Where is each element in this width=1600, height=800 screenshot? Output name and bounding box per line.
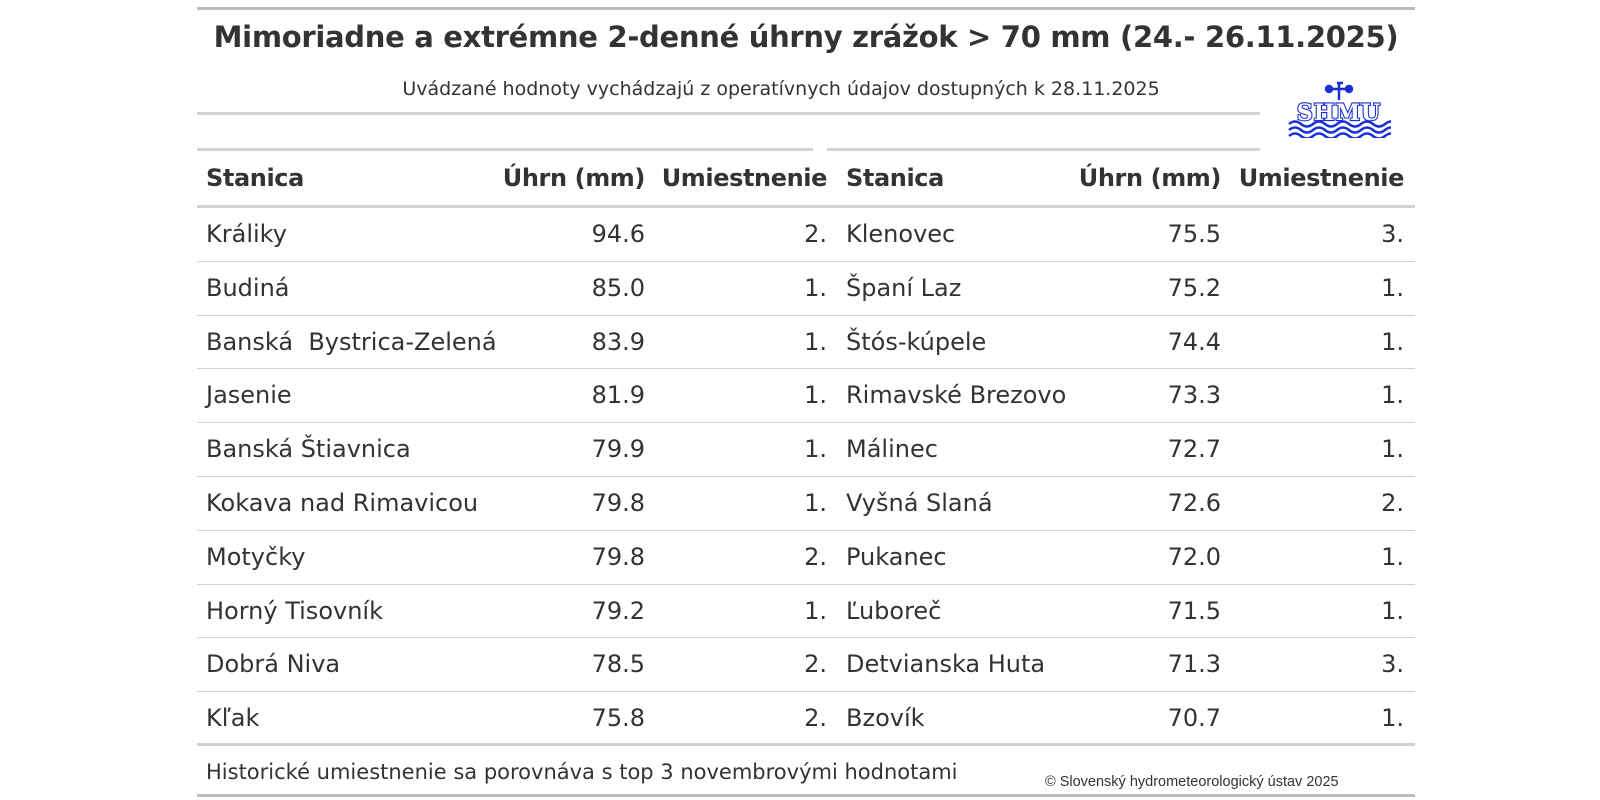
- rank: 2.: [804, 704, 827, 733]
- table-row: Banská Štiavnica 79.9 1. Málinec 72.7 1.: [197, 423, 1415, 477]
- table-row: Banská Bystrica-Zelená 83.9 1. Štós-kúpe…: [197, 316, 1415, 370]
- precip-total: 79.9: [591, 435, 645, 464]
- precip-total: 81.9: [591, 381, 645, 410]
- station-name: Španí Laz: [846, 273, 962, 302]
- station-name: Králiky: [206, 220, 287, 248]
- rank: 3.: [1381, 650, 1404, 679]
- station-name: Banská Bystrica-Zelená: [206, 327, 497, 356]
- precip-total: 72.6: [1167, 488, 1221, 517]
- subtitle-rule: [197, 112, 1260, 115]
- precip-total: 83.9: [591, 327, 645, 356]
- table-row: Dobrá Niva 78.5 2. Detvianska Huta 71.3 …: [197, 638, 1415, 693]
- precipitation-table: Mimoriadne a extrémne 2-denné úhrny zráž…: [197, 0, 1415, 800]
- station-name: Rimavské Brezovo: [846, 381, 1067, 410]
- header-station-right: Stanica: [846, 164, 944, 192]
- rank: 1.: [1381, 542, 1404, 571]
- table-row: Kľak 75.8 2. Bzovík 70.7 1.: [197, 692, 1415, 746]
- rank: 1.: [1381, 327, 1404, 356]
- station-name: Horný Tisovník: [206, 596, 383, 625]
- shmu-logo: SHMU: [1288, 81, 1391, 138]
- right-group-rule: [827, 148, 1260, 151]
- station-name: Banská Štiavnica: [206, 435, 411, 464]
- station-name: Bzovík: [846, 704, 925, 733]
- rank: 2.: [804, 542, 827, 571]
- precip-total: 78.5: [591, 650, 645, 679]
- bottom-rule: [197, 794, 1415, 797]
- station-name: Dobrá Niva: [206, 650, 341, 679]
- table-row: Jasenie 81.9 1. Rimavské Brezovo 73.3 1.: [197, 369, 1415, 424]
- precip-total: 79.2: [591, 596, 645, 625]
- copyright-note: © Slovenský hydrometeorologický ústav 20…: [1045, 774, 1339, 790]
- table-footnote: Historické umiestnenie sa porovnáva s to…: [206, 760, 958, 784]
- header-total-right: Úhrn (mm): [1078, 164, 1222, 192]
- table-row: Kokava nad Rimavicou 79.8 1. Vyšná Slaná…: [197, 477, 1415, 531]
- station-name: Pukanec: [846, 542, 947, 571]
- rank: 1.: [804, 273, 827, 302]
- precip-total: 75.8: [591, 704, 645, 733]
- rank: 1.: [804, 327, 827, 356]
- station-name: Kokava nad Rimavicou: [206, 488, 479, 517]
- rank: 1.: [1381, 273, 1404, 302]
- rank: 2.: [1381, 488, 1404, 517]
- table-row: Horný Tisovník 79.2 1. Ľuboreč 71.5 1.: [197, 585, 1415, 639]
- table-subtitle: Uvádzané hodnoty vychádzajú z operatívny…: [402, 78, 1160, 100]
- top-rule: [197, 7, 1415, 10]
- station-name: Vyšná Slaná: [846, 488, 993, 517]
- station-name: Detvianska Huta: [846, 650, 1046, 679]
- station-name: Klenovec: [846, 220, 956, 248]
- rank: 1.: [804, 596, 827, 625]
- header-total-left: Úhrn (mm): [502, 164, 646, 192]
- station-name: Ľuboreč: [846, 596, 942, 625]
- station-name: Budiná: [206, 273, 290, 302]
- rank: 2.: [804, 650, 827, 679]
- header-station-left: Stanica: [206, 164, 304, 192]
- station-name: Jasenie: [206, 381, 292, 410]
- precip-total: 75.5: [1167, 220, 1221, 248]
- rank: 2.: [804, 220, 827, 248]
- rank: 1.: [1381, 435, 1404, 464]
- rank: 1.: [804, 381, 827, 410]
- table-row: Budiná 85.0 1. Španí Laz 75.2 1.: [197, 262, 1415, 316]
- header-rank-left: Umiestnenie: [661, 164, 828, 192]
- precip-total: 74.4: [1167, 327, 1221, 356]
- table-title: Mimoriadne a extrémne 2-denné úhrny zráž…: [213, 20, 1399, 54]
- rank: 3.: [1381, 220, 1404, 248]
- station-name: Kľak: [206, 704, 260, 733]
- precip-total: 72.0: [1167, 542, 1221, 571]
- left-group-rule: [197, 148, 813, 151]
- precip-total: 71.3: [1167, 650, 1221, 679]
- station-name: Málinec: [846, 435, 938, 464]
- rank: 1.: [804, 488, 827, 517]
- table-row: Motyčky 79.8 2. Pukanec 72.0 1.: [197, 531, 1415, 585]
- rank: 1.: [1381, 704, 1404, 733]
- precip-total: 79.8: [591, 488, 645, 517]
- header-rule: [197, 205, 1415, 208]
- precip-total: 75.2: [1167, 273, 1221, 302]
- header-rank-right: Umiestnenie: [1238, 164, 1405, 192]
- rank: 1.: [804, 435, 827, 464]
- table-row: Králiky 94.6 2. Klenovec 75.5 3.: [197, 208, 1415, 262]
- precip-total: 73.3: [1167, 381, 1221, 410]
- precip-total: 85.0: [591, 273, 645, 302]
- precip-total: 72.7: [1167, 435, 1221, 464]
- rank: 1.: [1381, 381, 1404, 410]
- precip-total: 79.8: [591, 542, 645, 571]
- rank: 1.: [1381, 596, 1404, 625]
- station-name: Štós-kúpele: [846, 327, 987, 356]
- table-body: Králiky 94.6 2. Klenovec 75.5 3. Budiná …: [197, 208, 1415, 746]
- precip-total: 94.6: [591, 220, 645, 248]
- precip-total: 70.7: [1167, 704, 1221, 733]
- station-name: Motyčky: [206, 542, 306, 571]
- precip-total: 71.5: [1167, 596, 1221, 625]
